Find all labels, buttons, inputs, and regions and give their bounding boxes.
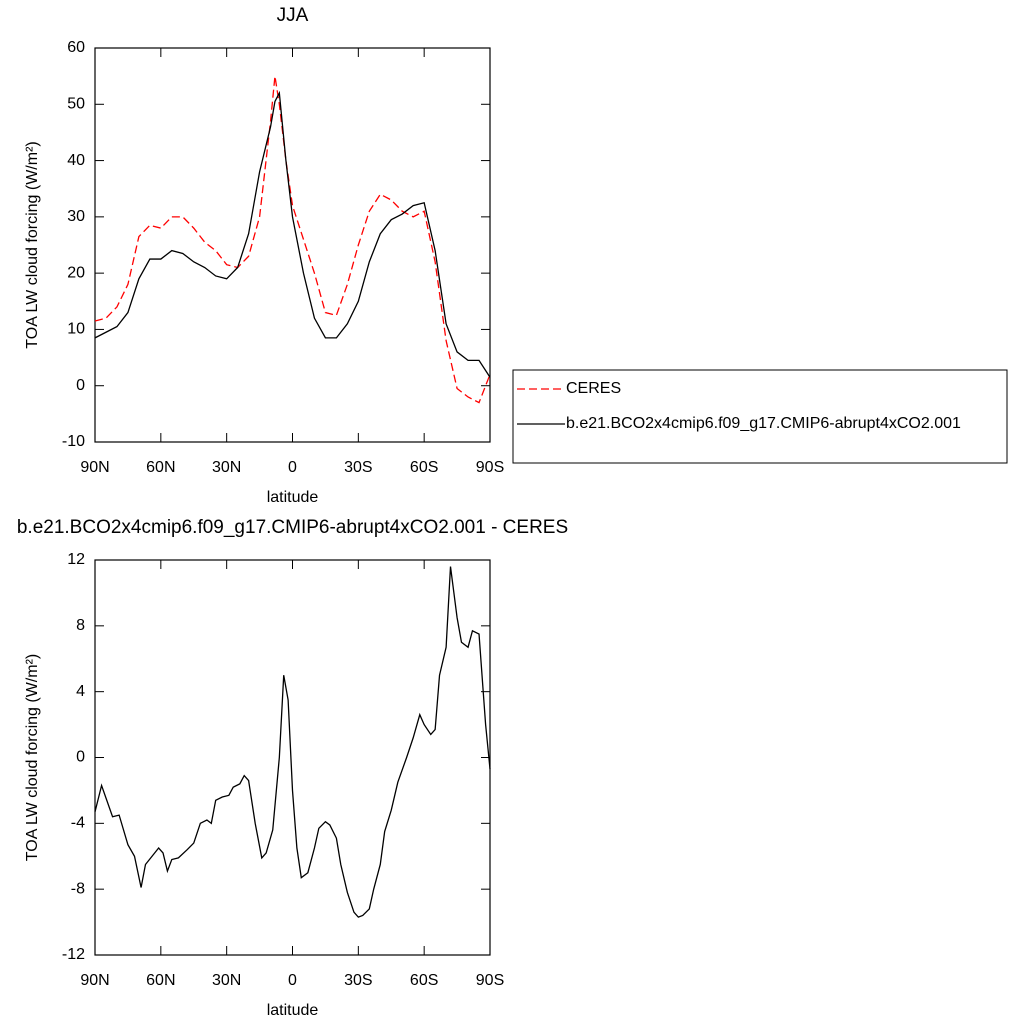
y-tick-label: 30 [67,208,85,225]
plot-frame [94,559,491,956]
y-tick-label: 0 [76,749,85,766]
y-tick-label: 12 [67,551,85,568]
y-tick-label: 0 [76,377,85,394]
y-tick-label: -4 [71,815,85,832]
y-axis-label: TOA LW cloud forcing (W/m²) [24,141,41,348]
y-tick-label: 10 [67,321,85,338]
chart-title: JJA [277,5,309,26]
x-tick-label: 60S [410,972,438,989]
x-tick-label: 90N [80,972,109,989]
data-line [94,90,491,378]
plot-frame [94,47,491,443]
data-line [94,566,491,918]
legend-label: b.e21.BCO2x4cmip6.f09_g17.CMIP6-abrupt4x… [566,415,961,432]
x-tick-label: 0 [288,972,297,989]
x-tick-label: 30S [344,459,372,476]
y-tick-label: 4 [76,683,85,700]
data-line [94,76,491,404]
x-tick-label: 30N [212,459,241,476]
x-tick-label: 90N [80,459,109,476]
chart-title: b.e21.BCO2x4cmip6.f09_g17.CMIP6-abrupt4x… [17,517,568,538]
y-tick-label: 40 [67,152,85,169]
y-tick-label: 8 [76,617,85,634]
y-tick-label: -8 [71,880,85,897]
y-axis-label: TOA LW cloud forcing (W/m²) [24,654,41,861]
x-tick-label: 30N [212,972,241,989]
x-axis-label: latitude [267,489,319,506]
y-tick-label: -10 [62,433,85,450]
y-tick-label: 50 [67,96,85,113]
x-tick-label: 60N [146,459,175,476]
x-tick-label: 60S [410,459,438,476]
x-axis-label: latitude [267,1002,319,1019]
legend-label: CERES [566,380,621,397]
x-tick-label: 90S [476,972,504,989]
x-tick-label: 0 [288,459,297,476]
y-tick-label: 60 [67,39,85,56]
x-tick-label: 90S [476,459,504,476]
x-tick-label: 60N [146,972,175,989]
x-tick-label: 30S [344,972,372,989]
y-tick-label: -12 [62,946,85,963]
legend-box [512,369,1008,464]
y-tick-label: 20 [67,264,85,281]
